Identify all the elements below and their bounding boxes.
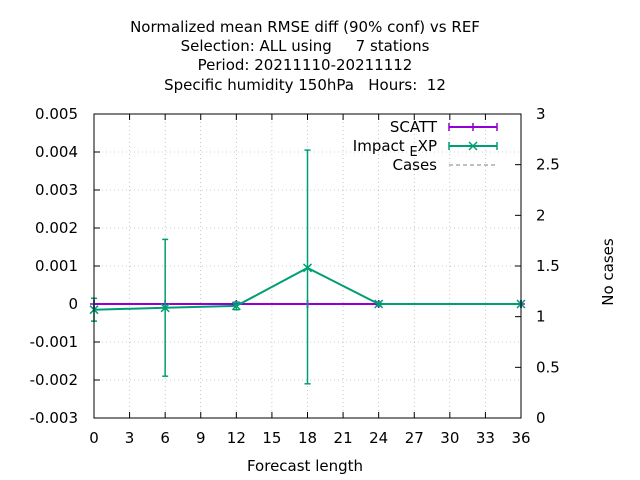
legend-label: Impact EXP [353,137,437,160]
x-tick-label: 6 [160,429,170,447]
title-line-3: Period: 20211110-20211112 [198,56,413,74]
y-axis-ticks: -0.003 -0.002 -0.001 0 0.001 0.002 0.003 0.004 0… [30,105,100,427]
y-tick-label: 0.005 [35,105,78,123]
y-tick-label: 0.004 [35,143,78,161]
y2-tick-label: 1 [536,308,546,326]
series-line [93,266,521,311]
data-point-marker [468,141,478,151]
y2-axis-ticks: 0 0.5 1 1.5 2 2.5 3 [515,105,560,427]
x-tick-label: 3 [125,429,135,447]
y-tick-label: 0.002 [35,219,78,237]
y2-axis-label: No cases [599,238,617,306]
x-tick-label: 9 [196,429,206,447]
y-tick-label: 0.003 [35,181,78,199]
data-point-marker [302,263,313,273]
chart-title: Normalized mean RMSE diff (90% conf) vs … [130,18,480,94]
title-line-1: Normalized mean RMSE diff (90% conf) vs … [130,18,480,36]
y2-tick-label: 0 [536,409,546,427]
x-tick-label: 27 [405,429,424,447]
legend-item-cases: Cases [392,156,497,174]
title-line-2: Selection: ALL using 7 stations [181,37,430,55]
y2-tick-label: 0.5 [536,358,560,376]
title-line-4: Specific humidity 150hPa Hours: 12 [164,76,446,94]
x-axis-ticks: 0 3 6 9 12 15 18 21 24 27 30 33 36 [89,114,531,447]
y-tick-label: -0.001 [30,333,78,351]
x-tick-label: 21 [334,429,353,447]
x-tick-label: 18 [298,429,317,447]
plot-frame [93,113,522,419]
y-tick-label: -0.002 [30,371,78,389]
y2-tick-label: 2 [536,206,546,224]
legend-item-scatt: SCATT [390,118,498,136]
y-tick-label: -0.003 [30,409,78,427]
legend-label: Cases [392,156,437,174]
series-layer [89,149,526,385]
y2-tick-label: 2.5 [536,156,560,174]
y-tick-label: 0.001 [35,257,78,275]
y2-tick-label: 1.5 [536,257,560,275]
x-tick-label: 15 [262,429,281,447]
x-tick-label: 33 [476,429,495,447]
series-impact [89,149,526,385]
x-tick-label: 0 [89,429,99,447]
x-tick-label: 30 [440,429,459,447]
y2-tick-label: 3 [536,105,546,123]
data-point-marker [160,303,170,313]
x-tick-label: 24 [369,429,388,447]
x-axis-label: Forecast length [247,457,363,475]
data-point-marker [374,299,384,309]
legend-item-impact: Impact EXP [353,137,498,160]
legend-label: SCATT [390,118,438,136]
y-tick-label: 0 [68,295,78,313]
x-tick-label: 12 [227,429,246,447]
x-tick-label: 36 [511,429,530,447]
data-point-marker [231,301,241,311]
